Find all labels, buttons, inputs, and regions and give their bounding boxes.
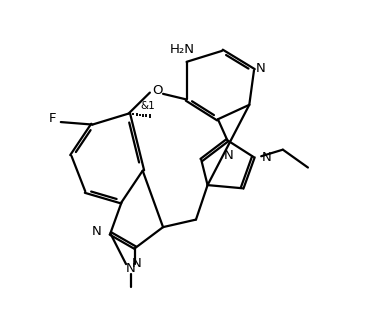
Text: N: N (255, 62, 265, 75)
Text: F: F (48, 112, 56, 125)
Text: H₂N: H₂N (169, 43, 194, 56)
Text: &1: &1 (141, 101, 155, 111)
Text: O: O (152, 84, 163, 97)
Text: N: N (224, 149, 234, 162)
Text: N: N (132, 257, 142, 270)
Text: N: N (126, 262, 136, 275)
Text: N: N (92, 225, 102, 238)
Text: N: N (262, 151, 272, 164)
